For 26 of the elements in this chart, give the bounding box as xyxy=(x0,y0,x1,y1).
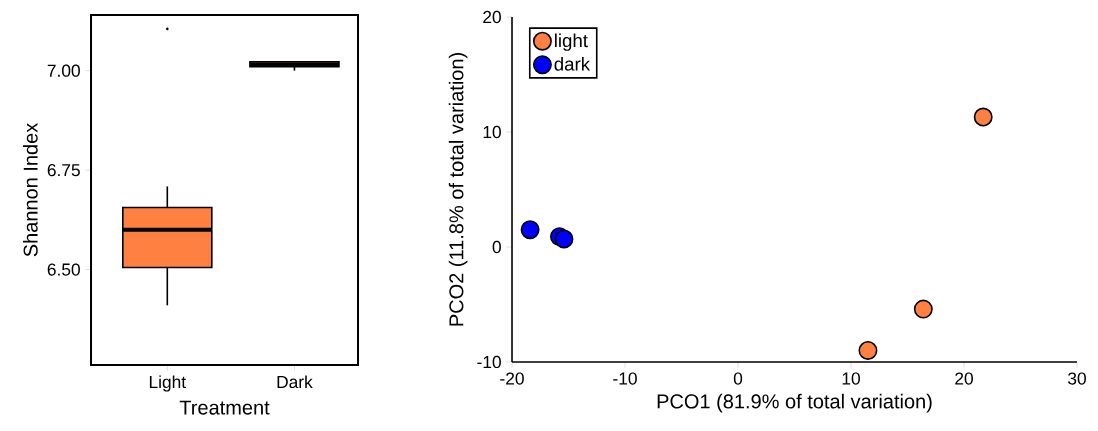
point xyxy=(973,107,993,127)
x-tick-label: Dark xyxy=(277,375,313,389)
x-tick-label: 30 xyxy=(1068,372,1086,385)
y-tick-label: -10 xyxy=(477,355,501,369)
y-tick-label: 6.50 xyxy=(47,263,80,276)
point xyxy=(554,229,574,249)
x-tick-label: -20 xyxy=(500,372,524,385)
x-tick-label: 20 xyxy=(955,372,973,385)
y-axis-title: Shannon Index xyxy=(23,122,38,257)
point xyxy=(858,341,878,360)
x-tick-label: Light xyxy=(149,375,186,392)
y-axis-title: PCO2 (11.8% of total variation) xyxy=(448,53,468,326)
x-axis-title: Treatment xyxy=(179,400,270,415)
y-tick-label: 6.75 xyxy=(47,163,80,177)
y-tick-label: 10 xyxy=(483,125,501,139)
x-axis-title: PCO1 (81.9% of total variation) xyxy=(657,393,932,413)
y-tick-label: 7.00 xyxy=(47,64,80,77)
x-tick-label: 10 xyxy=(842,372,860,385)
y-tick-label: 0 xyxy=(492,240,501,254)
point xyxy=(913,299,933,319)
x-tick-label: -10 xyxy=(613,372,637,385)
y-tick-label: 20 xyxy=(483,10,501,24)
legend-label: dark xyxy=(554,57,591,71)
point xyxy=(520,220,540,240)
x-tick-label: 0 xyxy=(733,372,743,385)
legend-label: light xyxy=(555,33,588,51)
